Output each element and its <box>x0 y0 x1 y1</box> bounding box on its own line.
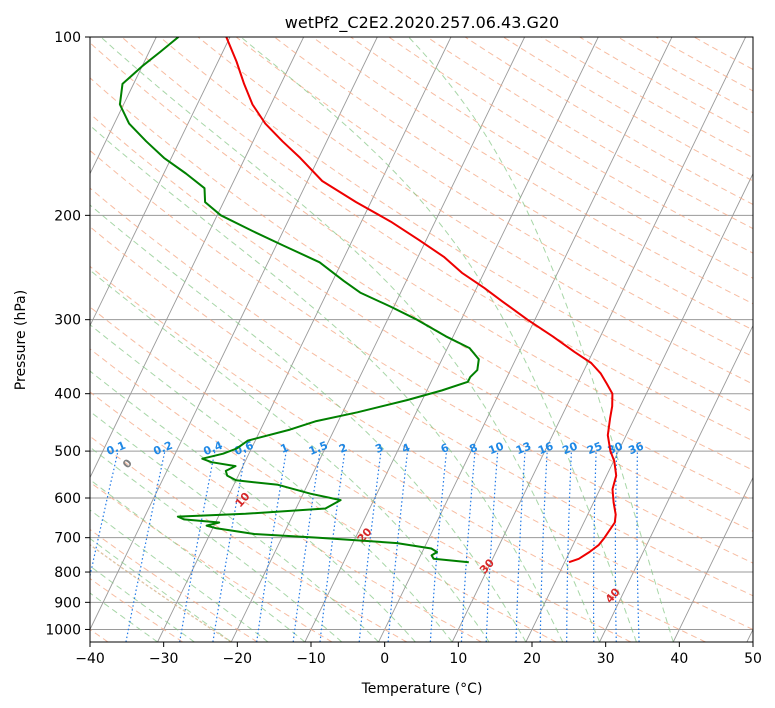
moist-adiabat-line <box>90 269 490 642</box>
dewpoint-line <box>118 37 480 564</box>
y-tick-label: 900 <box>54 595 81 611</box>
moist-adiabat-line <box>90 324 453 642</box>
moist-adiabat-line <box>90 509 269 642</box>
plot-frame <box>89 36 754 643</box>
y-tick-label: 400 <box>54 387 81 403</box>
x-axis-label: Temperature (°C) <box>361 681 483 697</box>
chart-title: wetPf2_C2E2.2020.257.06.43.G20 <box>285 13 559 33</box>
x-tick-label: 50 <box>744 651 762 667</box>
moist-adiabat-line <box>90 410 379 642</box>
dry-adiabat-line <box>90 391 482 642</box>
dry-adiabat-line <box>90 435 408 642</box>
mixing-ratio-label: 1 <box>279 441 291 456</box>
dry-adiabat-line <box>90 113 753 532</box>
dry-adiabat-line <box>90 187 753 597</box>
y-tick-label: 1000 <box>45 622 81 638</box>
lcl-curve-line <box>90 543 232 642</box>
background-lines <box>90 37 753 642</box>
dry-adiabat-line <box>90 306 632 642</box>
dry-adiabat-line <box>312 37 753 305</box>
mixing-ratio-line <box>429 451 448 642</box>
isotherm-line <box>672 476 753 642</box>
x-tick-label: 0 <box>380 651 389 667</box>
mixing-ratio-line <box>358 451 382 642</box>
temperature-line <box>225 37 618 564</box>
mixing-ratio-label: 16 <box>536 439 555 457</box>
isotherm-line <box>90 37 378 631</box>
x-tick-label: −30 <box>149 651 179 667</box>
mixing-ratio-label: 13 <box>514 440 533 458</box>
isotherm-line <box>157 37 452 642</box>
dry-adiabat-line <box>90 481 333 642</box>
isotherm-line <box>378 37 673 642</box>
x-tick-label: 30 <box>597 651 615 667</box>
mixing-ratio-label: 20 <box>560 439 579 457</box>
axes: −40 −30 −20 −10 0 10 20 30 40 50 1000 900 800 700 600 5… <box>45 30 762 667</box>
mixing-ratio-label: 8 <box>467 441 479 456</box>
y-tick-label: 300 <box>54 313 81 329</box>
isotherm-line <box>451 37 747 642</box>
mixing-ratio-label: 10 <box>487 439 506 457</box>
mixing-ratio-label: 25 <box>585 440 604 458</box>
x-tick-label: 40 <box>670 651 688 667</box>
profile-series <box>118 37 618 564</box>
isotherm-line <box>90 37 231 327</box>
dry-adiabat-line <box>121 37 753 442</box>
x-tick-label: −10 <box>296 651 326 667</box>
x-tick-label: −20 <box>223 651 253 667</box>
moist-adiabat-line <box>90 124 564 642</box>
mixing-ratio-line <box>387 451 409 642</box>
moist-adiabat-line <box>90 565 195 642</box>
moist-adiabat-line <box>90 537 232 642</box>
y-tick-label: 700 <box>54 531 81 547</box>
y-tick-label: 800 <box>54 565 81 581</box>
y-tick-label: 100 <box>54 30 81 46</box>
moist-adiabat-line <box>90 204 527 642</box>
moist-adiabat-line <box>100 37 601 642</box>
x-tick-label: 20 <box>523 651 541 667</box>
dry-adiabat-line <box>274 37 753 331</box>
mixing-ratio-label: 36 <box>626 439 645 457</box>
moist-adiabat-line <box>240 37 637 642</box>
dry-adiabat-line <box>90 577 183 642</box>
y-tick-label: 600 <box>54 491 81 507</box>
moist-adiabat-line <box>90 592 158 642</box>
plot-area: 0.10.20.40.611.52346810131620253036-100-… <box>90 37 753 642</box>
y-axis-label: Pressure (hPa) <box>13 290 29 390</box>
mixing-ratio-label: 3 <box>373 441 385 456</box>
mixing-ratio-label: 2 <box>337 441 349 456</box>
dry-adiabat-line <box>90 265 706 642</box>
dry-adiabat-line <box>90 226 753 630</box>
isotherm-line <box>230 37 526 642</box>
y-tick-label: 200 <box>54 208 81 224</box>
moist-adiabat-line <box>90 370 416 642</box>
moist-adiabat-line <box>408 37 674 642</box>
x-tick-label: −40 <box>75 651 105 667</box>
mixing-ratio-line <box>256 450 287 642</box>
background-labels: 0.10.20.40.611.52346810131620253036-100-… <box>105 439 646 606</box>
mixing-ratio-line <box>319 451 346 642</box>
isotherm-line <box>90 37 157 175</box>
x-tick-label: 10 <box>449 651 467 667</box>
dry-adiabat-line <box>159 37 753 413</box>
isotherm-line <box>525 172 753 642</box>
moist-adiabat-line <box>90 446 343 642</box>
y-tick-label: 500 <box>54 444 81 460</box>
isotherm-line <box>90 37 305 479</box>
isotherm-line <box>599 324 753 642</box>
dry-adiabat-line <box>90 149 753 564</box>
